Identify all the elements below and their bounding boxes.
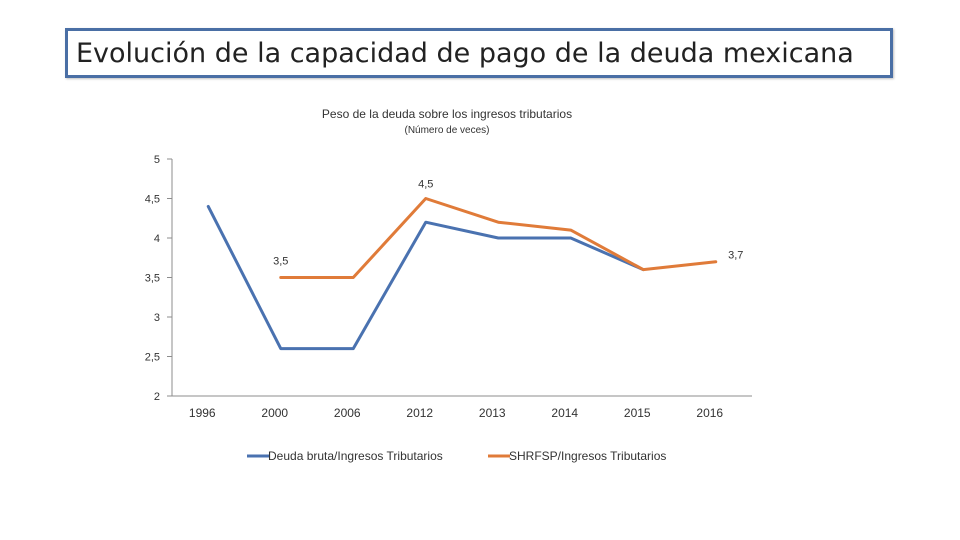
series-line-2 bbox=[279, 197, 718, 279]
x-tick-label: 2013 bbox=[479, 406, 506, 420]
data-label: 4,5 bbox=[418, 179, 433, 191]
y-tick-label: 5 bbox=[154, 154, 160, 166]
x-tick-label: 2000 bbox=[261, 406, 288, 420]
y-tick-label: 2,5 bbox=[145, 352, 160, 364]
x-tick-label: 2014 bbox=[551, 406, 578, 420]
y-tick-label: 4 bbox=[154, 233, 160, 245]
x-tick-label: 2012 bbox=[406, 406, 433, 420]
legend-label-2: SHRFSP/Ingresos Tributarios bbox=[509, 449, 666, 463]
legend-label-1: Deuda bruta/Ingresos Tributarios bbox=[268, 449, 443, 463]
y-tick-label: 2 bbox=[154, 391, 160, 403]
y-tick-label: 3,5 bbox=[145, 273, 160, 285]
y-tick-label: 3 bbox=[154, 312, 160, 324]
slide-title-box: Evolución de la capacidad de pago de la … bbox=[65, 28, 893, 78]
chart-title: Peso de la deuda sobre los ingresos trib… bbox=[322, 107, 572, 121]
data-label: 3,5 bbox=[273, 256, 288, 268]
x-tick-label: 2015 bbox=[624, 406, 651, 420]
x-tick-label: 2006 bbox=[334, 406, 361, 420]
chart-subtitle: (Número de veces) bbox=[404, 125, 489, 136]
slide-title: Evolución de la capacidad de pago de la … bbox=[76, 38, 854, 69]
x-tick-label: 1996 bbox=[189, 406, 216, 420]
data-label: 3,7 bbox=[728, 250, 743, 262]
x-tick-label: 2016 bbox=[696, 406, 723, 420]
series-line-1 bbox=[206, 204, 645, 351]
y-tick-label: 4,5 bbox=[145, 194, 160, 206]
